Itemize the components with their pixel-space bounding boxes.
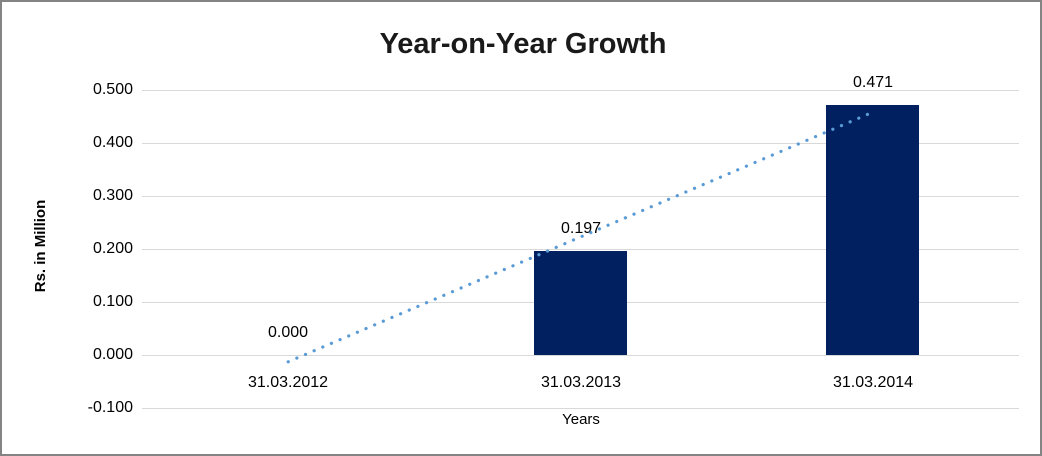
gridline (142, 90, 1019, 91)
y-tick-label: 0.100 (92, 293, 133, 310)
x-tick-label: 31.03.2013 (540, 374, 622, 391)
bar (826, 105, 919, 355)
bar-value-label: 0.471 (852, 74, 894, 91)
y-tick-label: 0.000 (92, 346, 133, 363)
y-tick-label: 0.300 (92, 187, 133, 204)
y-tick-label: 0.200 (92, 240, 133, 257)
bar-value-label: 0.197 (560, 220, 602, 237)
bar-value-label: 0.000 (267, 324, 309, 341)
chart-title: Year-on-Year Growth (379, 28, 667, 60)
bar (534, 251, 627, 355)
gridline (142, 355, 1019, 356)
y-tick-label: 0.500 (92, 81, 133, 98)
x-tick-label: 31.03.2014 (832, 374, 914, 391)
x-axis-title: Years (562, 411, 600, 428)
gridline (142, 408, 1019, 409)
x-tick-label: 31.03.2012 (247, 374, 329, 391)
y-tick-label: 0.400 (92, 134, 133, 151)
y-tick-label: -0.100 (87, 399, 133, 416)
